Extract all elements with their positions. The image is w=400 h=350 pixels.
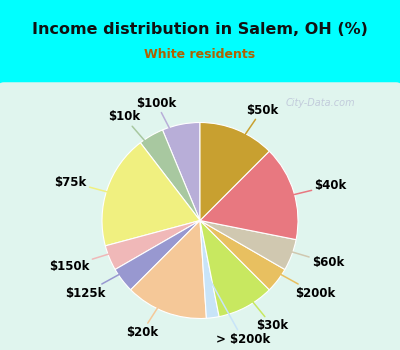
Text: $75k: $75k bbox=[54, 176, 145, 202]
Wedge shape bbox=[200, 220, 296, 270]
Wedge shape bbox=[162, 122, 200, 220]
Text: $60k: $60k bbox=[254, 240, 344, 269]
Text: $150k: $150k bbox=[49, 242, 147, 273]
Text: $50k: $50k bbox=[222, 104, 278, 168]
Wedge shape bbox=[102, 143, 200, 246]
Text: $10k: $10k bbox=[108, 111, 171, 171]
Text: $30k: $30k bbox=[228, 271, 288, 332]
Wedge shape bbox=[200, 220, 285, 290]
Wedge shape bbox=[115, 220, 200, 290]
Wedge shape bbox=[200, 122, 269, 220]
Wedge shape bbox=[200, 220, 219, 318]
Text: $20k: $20k bbox=[126, 274, 179, 339]
Wedge shape bbox=[131, 220, 206, 318]
Text: White residents: White residents bbox=[144, 48, 256, 61]
Wedge shape bbox=[105, 220, 200, 270]
Text: Income distribution in Salem, OH (%): Income distribution in Salem, OH (%) bbox=[32, 22, 368, 37]
Wedge shape bbox=[200, 220, 269, 317]
FancyBboxPatch shape bbox=[0, 82, 400, 350]
Text: $200k: $200k bbox=[246, 255, 335, 300]
Wedge shape bbox=[140, 130, 200, 220]
Text: > $200k: > $200k bbox=[208, 277, 270, 345]
Text: $40k: $40k bbox=[255, 179, 347, 204]
Text: $100k: $100k bbox=[136, 97, 188, 164]
Wedge shape bbox=[200, 151, 298, 240]
Text: City-Data.com: City-Data.com bbox=[285, 98, 355, 108]
Text: $125k: $125k bbox=[65, 255, 154, 300]
